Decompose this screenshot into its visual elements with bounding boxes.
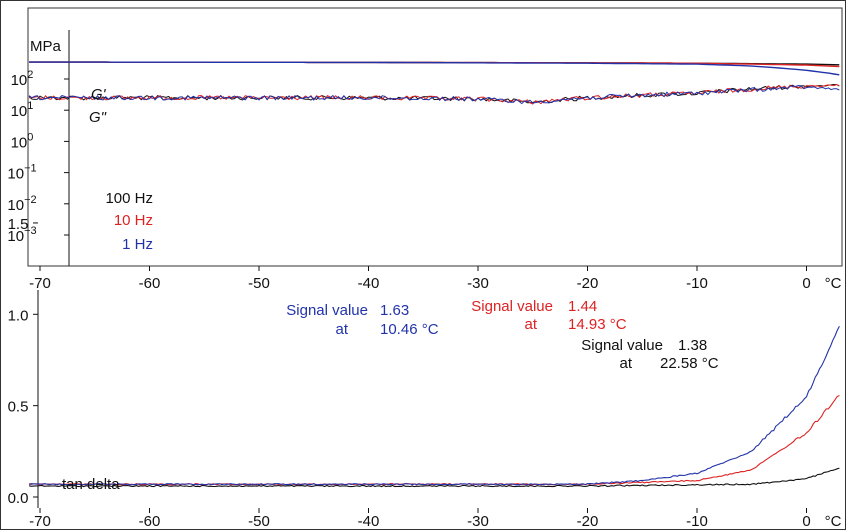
- tan-delta-curve-100hz: [28, 467, 840, 488]
- legend-1hz: 1 Hz: [122, 236, 153, 253]
- tan-delta-curves: ×××: [28, 325, 840, 488]
- modulus-x-tick-label: -60: [139, 275, 161, 292]
- modulus-y-tick-label: 10−1: [7, 163, 36, 183]
- modulus-plot-area: [27, 7, 843, 267]
- tan-delta-x-tick-label: -50: [248, 513, 270, 530]
- tan-delta-y-tick-label: 1.0: [8, 307, 29, 324]
- peak-100hz-at-value: 22.58 °C: [660, 355, 719, 372]
- tan-delta-x-tick-label: -70: [29, 513, 51, 530]
- modulus-x-tick-label: -40: [358, 275, 380, 292]
- tan-delta-y-tick-label: 1.5: [8, 216, 29, 233]
- peak-1hz-at-label: at: [335, 321, 348, 338]
- modulus-x-ticks: -70-60-50-40-30-20-10010203040506070°C: [29, 266, 842, 292]
- peak-10hz-label: Signal value: [471, 298, 553, 315]
- tan-delta-x-tick-label: -30: [467, 513, 489, 530]
- modulus-x-tick-label: -10: [686, 275, 708, 292]
- peak-annotation-1hz: Signal value 1.63 at 10.46 °C: [286, 302, 438, 338]
- modulus-x-tick-label: 0: [802, 275, 810, 292]
- peak-10hz-at-label: at: [524, 316, 537, 333]
- modulus-y-tick-label: 102: [11, 69, 34, 89]
- modulus-x-tick-label: °C: [825, 275, 842, 292]
- modulus-curve-loss-100hz: [28, 83, 840, 104]
- modulus-x-tick-label: -70: [29, 275, 51, 292]
- tan-delta-panel: -70-60-50-40-30-20-10010203040506070°C 1…: [8, 216, 842, 530]
- tan-delta-x-tick-label: -20: [577, 513, 599, 530]
- peak-annotation-100hz: Signal value 1.38 at 22.58 °C: [581, 337, 718, 372]
- peak-10hz-value: 1.44: [568, 298, 597, 315]
- modulus-panel: -70-60-50-40-30-20-10010203040506070°C 1…: [7, 7, 843, 292]
- modulus-y-ticks: 102 101 100 10−1 10−2 10−3: [7, 69, 69, 245]
- modulus-y-tick-label: 10−2: [7, 194, 36, 214]
- legend-100hz: 100 Hz: [105, 190, 153, 207]
- modulus-unit-label: MPa: [30, 38, 62, 55]
- peak-100hz-at-label: at: [619, 355, 632, 372]
- tan-delta-x-tick-label: -40: [358, 513, 380, 530]
- modulus-x-tick-label: -50: [248, 275, 270, 292]
- modulus-y-tick-label: 100: [11, 131, 34, 151]
- peak-10hz-at-value: 14.93 °C: [568, 316, 627, 333]
- tan-delta-x-tick-label: -60: [139, 513, 161, 530]
- peak-100hz-value: 1.38: [678, 337, 707, 354]
- peak-1hz-label: Signal value: [286, 302, 368, 319]
- modulus-curve-loss-1hz: [28, 84, 840, 105]
- modulus-x-tick-label: -20: [577, 275, 599, 292]
- tan-delta-y-ticks: 1.5 1.0 0.5 0.0: [8, 216, 38, 507]
- modulus-y-tick-label: 101: [11, 100, 34, 120]
- legend-10hz: 10 Hz: [114, 212, 153, 229]
- tan-delta-x-tick-label: -10: [686, 513, 708, 530]
- modulus-y-tick-label: 10−3: [7, 225, 36, 245]
- tan-delta-x-tick-label: 0: [802, 513, 810, 530]
- loss-modulus-label: G": [89, 109, 107, 126]
- tan-delta-curve-1hz: [28, 325, 840, 486]
- tan-delta-y-tick-label: 0.0: [8, 490, 29, 507]
- tan-delta-x-ticks: -70-60-50-40-30-20-10010203040506070°C: [29, 508, 842, 530]
- modulus-curve-storage-1hz: [29, 61, 840, 76]
- storage-modulus-label: G': [91, 86, 107, 103]
- tan-delta-y-tick-label: 0.5: [8, 399, 29, 416]
- modulus-curves: [28, 61, 840, 105]
- tan-delta-axis-label: tan delta: [62, 476, 120, 493]
- tan-delta-x-tick-label: °C: [825, 513, 842, 530]
- peak-1hz-value: 1.63: [380, 302, 409, 319]
- peak-100hz-label: Signal value: [581, 337, 663, 354]
- peak-1hz-at-value: 10.46 °C: [380, 321, 439, 338]
- modulus-x-tick-label: -30: [467, 275, 489, 292]
- peak-annotation-10hz: Signal value 1.44 at 14.93 °C: [471, 298, 626, 333]
